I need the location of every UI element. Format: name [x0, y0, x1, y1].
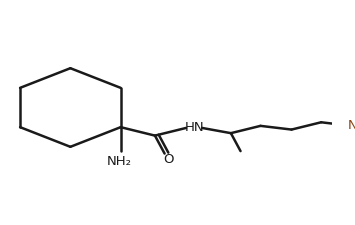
Text: NH₂: NH₂	[106, 155, 131, 168]
Text: O: O	[164, 152, 174, 165]
Text: HN: HN	[185, 121, 204, 134]
Text: N: N	[348, 119, 355, 132]
